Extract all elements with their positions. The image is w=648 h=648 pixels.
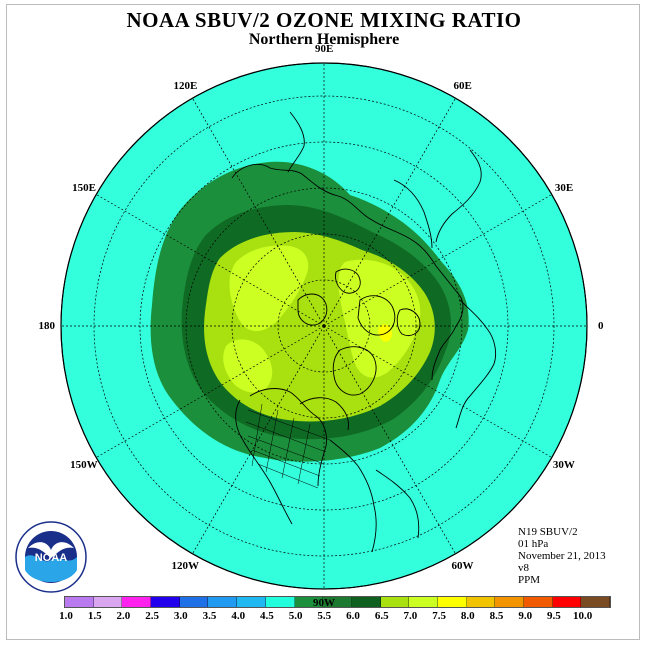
satellite-label: N19 SBUV/2 <box>518 526 578 538</box>
longitude-label: 30E <box>554 181 574 194</box>
state-boundaries <box>245 403 331 489</box>
ozone-contours <box>150 161 469 462</box>
color-scale-tick-label: 4.0 <box>231 610 246 622</box>
pressure-level: 01 hPa <box>518 538 549 550</box>
contour-6-5-a <box>229 245 309 332</box>
color-scale-cell <box>351 597 381 607</box>
color-scale-tick-label: 7.0 <box>403 610 418 622</box>
color-scale-cell <box>93 597 123 607</box>
color-scale-tick-label: 8.0 <box>460 610 475 622</box>
color-scale-cell <box>179 597 209 607</box>
color-scale-cell <box>151 597 180 607</box>
longitude-label: 120W <box>171 559 200 572</box>
color-scale-tick-label: 8.5 <box>489 610 504 622</box>
color-scale-cell <box>552 597 582 607</box>
color-scale-tick-label: 4.5 <box>260 610 274 622</box>
color-scale-tick-label: 3.5 <box>202 610 217 622</box>
contour-6-5-b <box>338 259 421 378</box>
color-scale-tick-label: 9.5 <box>547 610 561 622</box>
longitude-label: 150E <box>72 181 96 194</box>
color-scale-tick-label: 10.0 <box>572 610 593 622</box>
color-scale-cell <box>208 597 238 607</box>
color-scale-cell <box>437 597 467 607</box>
units-label: PPM <box>518 574 541 586</box>
color-scale-tick-label: 2.0 <box>116 610 131 622</box>
color-scale-tick-label: 1.0 <box>59 610 73 622</box>
color-scale: 1.0 1.5 2.0 2.5 3.0 3.5 4.0 4.5 5.0 5.5 6.0 6.5 7.0 7… <box>59 596 612 622</box>
color-scale-tick-label: 2.5 <box>145 610 159 622</box>
noaa-logo-text: NOAA <box>35 552 67 564</box>
longitude-label: 60E <box>453 80 472 93</box>
color-scale-ticks: 1.0 1.5 2.0 2.5 3.0 3.5 4.0 4.5 5.0 5.5 6.0 6.5 7.0 7… <box>59 608 611 622</box>
info-block: N19 SBUV/2 01 hPa November 21, 2013 v8 P… <box>518 526 606 586</box>
color-scale-tick-label: 6.0 <box>346 610 360 622</box>
color-scale-cell <box>265 597 295 607</box>
color-scale-cell <box>581 597 611 607</box>
page-subtitle: Northern Hemisphere <box>248 31 400 48</box>
color-scale-cell <box>323 597 352 607</box>
color-scale-cell <box>65 597 94 607</box>
color-scale-tick-label: 3.0 <box>173 610 188 622</box>
contour-6-5-c <box>223 339 273 393</box>
longitude-label: 90W <box>313 597 335 609</box>
color-scale-tick-label: 7.5 <box>432 610 446 622</box>
color-scale-cell <box>380 597 410 607</box>
color-scale-cell <box>294 597 324 607</box>
color-scale-tick-label: 5.5 <box>317 610 332 622</box>
longitude-label: 60W <box>451 559 474 572</box>
coastlines <box>231 111 497 553</box>
color-scale-cell <box>122 597 152 607</box>
image-frame <box>6 4 640 640</box>
color-scale-tick-label: 5.0 <box>288 610 303 622</box>
longitude-label: 0 <box>598 320 604 332</box>
color-scale-cell <box>237 597 266 607</box>
color-scale-cell <box>495 597 524 607</box>
color-scale-bar <box>64 596 612 608</box>
color-scale-cell <box>466 597 496 607</box>
color-scale-tick-label: 1.5 <box>87 610 102 622</box>
date-label: November 21, 2013 <box>518 550 606 562</box>
color-scale-tick-label: 9.0 <box>518 610 533 622</box>
color-scale-cell <box>409 597 438 607</box>
color-scale-tick-label: 6.5 <box>374 610 389 622</box>
longitude-label: 150W <box>70 458 98 471</box>
longitude-label: 30W <box>552 458 575 471</box>
noaa-logo-icon: NOAA <box>15 521 87 593</box>
longitude-label: 120E <box>173 80 198 93</box>
page-title: NOAA SBUV/2 OZONE MIXING RATIO <box>126 8 522 32</box>
version-label: v8 <box>518 562 529 574</box>
longitude-label: 90E <box>315 43 334 55</box>
color-scale-cell <box>524 597 553 607</box>
longitude-label: 180 <box>38 320 56 332</box>
